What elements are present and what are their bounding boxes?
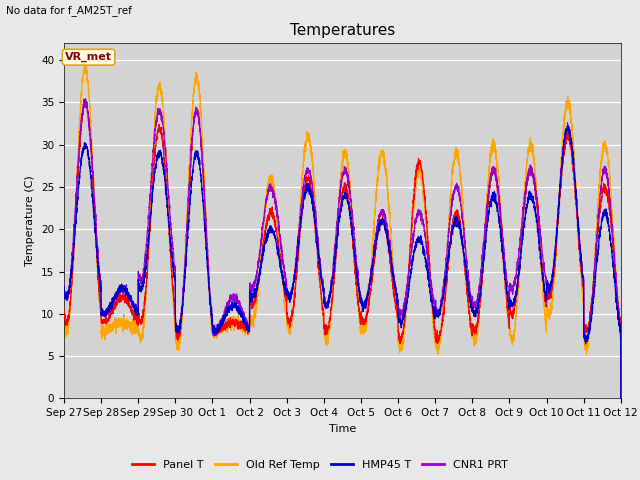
Text: No data for f_AM25T_ref: No data for f_AM25T_ref [6,5,132,16]
Legend: Panel T, Old Ref Temp, HMP45 T, CNR1 PRT: Panel T, Old Ref Temp, HMP45 T, CNR1 PRT [127,456,513,474]
Title: Temperatures: Temperatures [290,23,395,38]
X-axis label: Time: Time [329,424,356,433]
Y-axis label: Temperature (C): Temperature (C) [26,175,35,266]
Text: VR_met: VR_met [65,52,112,62]
